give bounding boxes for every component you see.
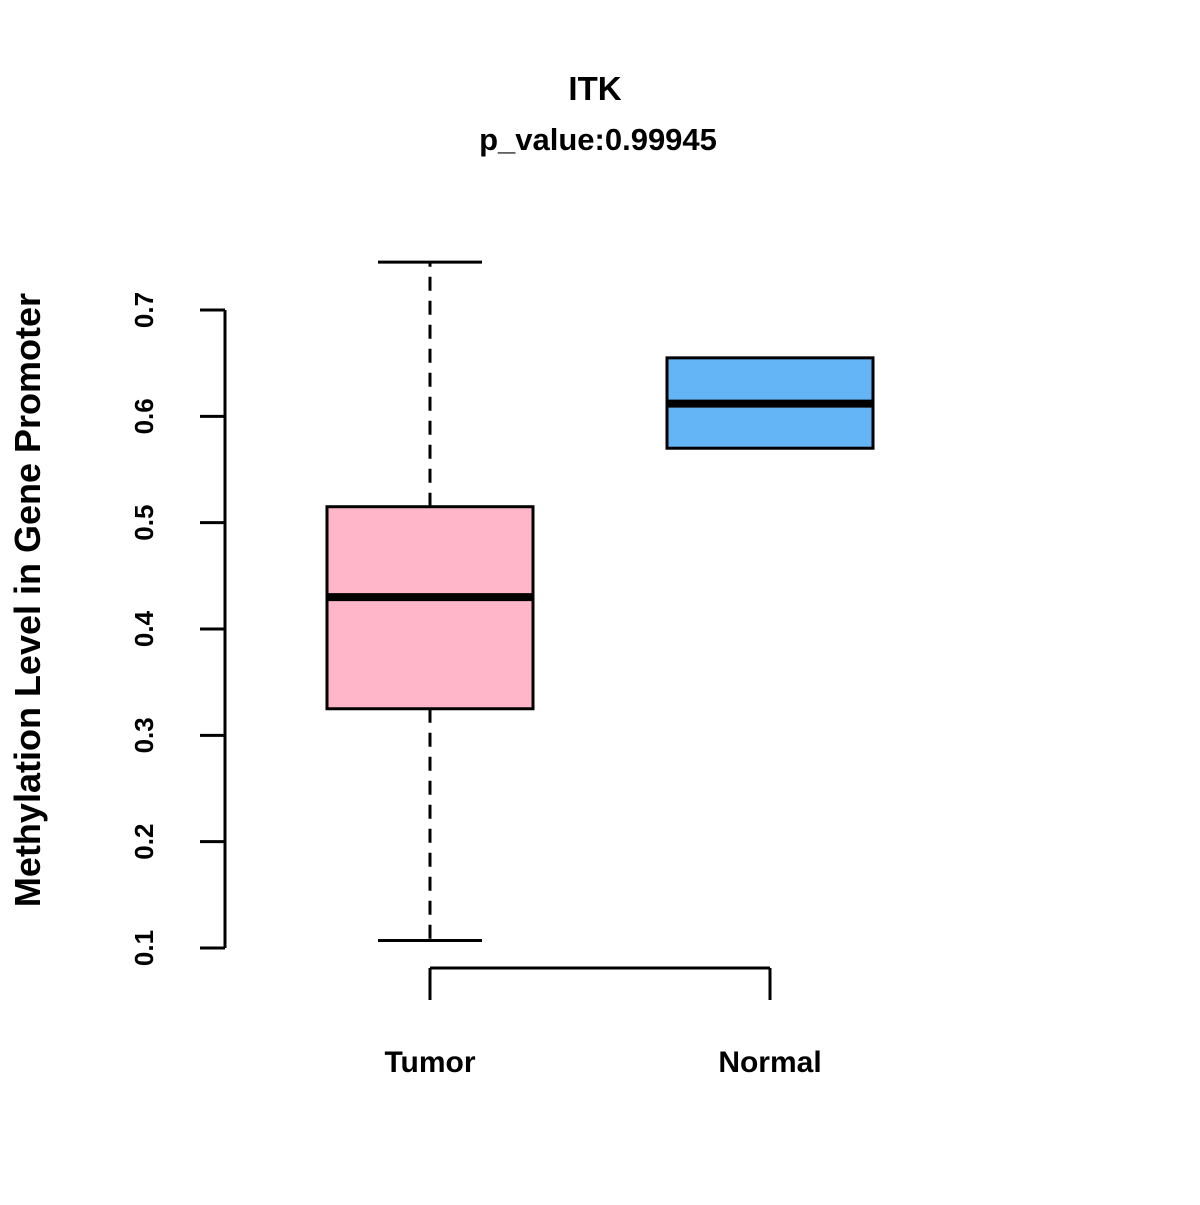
y-tick-label: 0.5 — [129, 505, 159, 541]
y-axis-label: Methylation Level in Gene Promoter — [7, 293, 48, 907]
chart-subtitle: p_value:0.99945 — [479, 122, 717, 157]
y-tick-label: 0.3 — [129, 717, 159, 753]
y-tick-label: 0.7 — [129, 292, 159, 328]
x-tick-label-tumor: Tumor — [384, 1046, 475, 1079]
box-tumor — [325, 505, 535, 711]
y-tick-label: 0.2 — [129, 824, 159, 860]
y-tick-label: 0.1 — [129, 930, 159, 966]
x-tick-label-normal: Normal — [718, 1046, 821, 1079]
plot-area: 0.1 0.2 0.3 0.4 0.5 0.6 0.7 Tumor Normal — [129, 260, 875, 1079]
chart-title: ITK — [568, 70, 621, 107]
y-tick-label: 0.4 — [129, 610, 159, 647]
y-tick-label: 0.6 — [129, 398, 159, 434]
